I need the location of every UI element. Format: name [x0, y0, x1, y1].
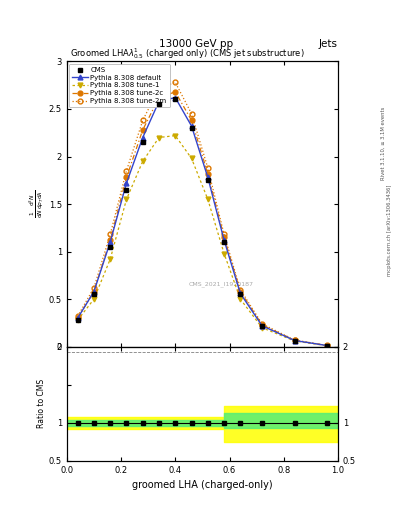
Pythia 8.308 tune-2c	[124, 175, 129, 181]
Pythia 8.308 tune-2m	[92, 285, 96, 291]
Pythia 8.308 default	[173, 95, 178, 101]
Pythia 8.308 default	[206, 175, 210, 181]
Line: Pythia 8.308 tune-2m: Pythia 8.308 tune-2m	[75, 80, 330, 348]
Pythia 8.308 tune-2m	[206, 165, 210, 171]
Y-axis label: $\frac{1}{\mathrm{d}N}\frac{\mathrm{d}^2N}{\mathrm{d}p_T\mathrm{d}\lambda}$: $\frac{1}{\mathrm{d}N}\frac{\mathrm{d}^2…	[28, 190, 46, 218]
Pythia 8.308 tune-2c	[206, 170, 210, 177]
Pythia 8.308 tune-2m	[325, 343, 329, 349]
Pythia 8.308 tune-2m	[140, 117, 145, 123]
Pythia 8.308 tune-2c	[173, 89, 178, 95]
Text: Groomed LHA$\lambda^{1}_{0.5}$ (charged only) (CMS jet substructure): Groomed LHA$\lambda^{1}_{0.5}$ (charged …	[70, 47, 304, 61]
Pythia 8.308 tune-2m	[157, 85, 162, 91]
CMS	[238, 291, 243, 297]
Pythia 8.308 default	[75, 315, 80, 321]
Pythia 8.308 tune-2m	[75, 313, 80, 319]
Pythia 8.308 tune-1	[206, 196, 210, 202]
Text: 13000 GeV pp: 13000 GeV pp	[160, 38, 233, 49]
Pythia 8.308 tune-2m	[124, 168, 129, 174]
CMS	[173, 96, 178, 102]
Pythia 8.308 tune-2c	[238, 288, 243, 294]
CMS	[75, 317, 80, 323]
Pythia 8.308 tune-2c	[75, 315, 80, 321]
Pythia 8.308 default	[140, 135, 145, 141]
Pythia 8.308 default	[222, 237, 226, 243]
CMS	[325, 343, 329, 349]
Text: Rivet 3.1.10, ≥ 3.1M events: Rivet 3.1.10, ≥ 3.1M events	[381, 106, 386, 180]
Pythia 8.308 default	[108, 239, 112, 245]
CMS	[292, 338, 297, 344]
Line: Pythia 8.308 tune-1: Pythia 8.308 tune-1	[75, 133, 330, 348]
CMS	[222, 239, 226, 245]
Pythia 8.308 tune-2c	[292, 337, 297, 344]
X-axis label: groomed LHA (charged-only): groomed LHA (charged-only)	[132, 480, 273, 490]
Pythia 8.308 tune-1	[157, 135, 162, 141]
Text: CMS_2021_I1920187: CMS_2021_I1920187	[189, 281, 254, 287]
Text: Jets: Jets	[319, 38, 338, 49]
CMS	[260, 323, 264, 329]
CMS	[140, 139, 145, 145]
Line: Pythia 8.308 default: Pythia 8.308 default	[75, 95, 330, 348]
Pythia 8.308 tune-1	[238, 296, 243, 302]
Pythia 8.308 tune-2c	[157, 95, 162, 101]
CMS	[157, 101, 162, 108]
Pythia 8.308 tune-2c	[92, 288, 96, 294]
Legend: CMS, Pythia 8.308 default, Pythia 8.308 tune-1, Pythia 8.308 tune-2c, Pythia 8.3: CMS, Pythia 8.308 default, Pythia 8.308 …	[69, 63, 170, 108]
Pythia 8.308 default	[92, 288, 96, 294]
Pythia 8.308 tune-2m	[260, 321, 264, 327]
Pythia 8.308 default	[238, 290, 243, 296]
Line: Pythia 8.308 tune-2c: Pythia 8.308 tune-2c	[75, 90, 330, 348]
Pythia 8.308 tune-2m	[189, 111, 194, 117]
Pythia 8.308 tune-2c	[222, 234, 226, 241]
Pythia 8.308 tune-2c	[140, 127, 145, 133]
CMS	[206, 177, 210, 183]
Pythia 8.308 tune-2m	[238, 287, 243, 293]
Pythia 8.308 tune-1	[325, 343, 329, 349]
Pythia 8.308 tune-2m	[173, 79, 178, 86]
Pythia 8.308 default	[260, 323, 264, 329]
Pythia 8.308 tune-2m	[222, 231, 226, 238]
Pythia 8.308 tune-1	[124, 196, 129, 202]
Y-axis label: Ratio to CMS: Ratio to CMS	[37, 379, 46, 429]
CMS	[124, 187, 129, 193]
Pythia 8.308 tune-2c	[189, 117, 194, 123]
Pythia 8.308 tune-1	[222, 250, 226, 257]
Pythia 8.308 default	[124, 180, 129, 186]
Pythia 8.308 tune-1	[108, 256, 112, 262]
Pythia 8.308 tune-1	[292, 338, 297, 344]
Pythia 8.308 tune-1	[75, 317, 80, 323]
Pythia 8.308 tune-2m	[108, 231, 112, 238]
Pythia 8.308 tune-1	[189, 155, 194, 161]
Pythia 8.308 tune-2m	[292, 337, 297, 343]
Pythia 8.308 default	[189, 123, 194, 129]
Pythia 8.308 default	[157, 98, 162, 104]
Text: mcplots.cern.ch [arXiv:1306.3436]: mcplots.cern.ch [arXiv:1306.3436]	[387, 185, 391, 276]
Pythia 8.308 tune-2c	[260, 322, 264, 328]
Line: CMS: CMS	[75, 97, 330, 348]
Pythia 8.308 default	[292, 337, 297, 344]
Pythia 8.308 tune-1	[260, 325, 264, 331]
Pythia 8.308 tune-1	[173, 133, 178, 139]
Pythia 8.308 default	[325, 343, 329, 349]
Pythia 8.308 tune-2c	[108, 237, 112, 243]
CMS	[108, 244, 112, 250]
Pythia 8.308 tune-1	[92, 296, 96, 302]
Pythia 8.308 tune-1	[140, 158, 145, 164]
CMS	[189, 125, 194, 131]
CMS	[92, 291, 96, 297]
Pythia 8.308 tune-2c	[325, 343, 329, 349]
